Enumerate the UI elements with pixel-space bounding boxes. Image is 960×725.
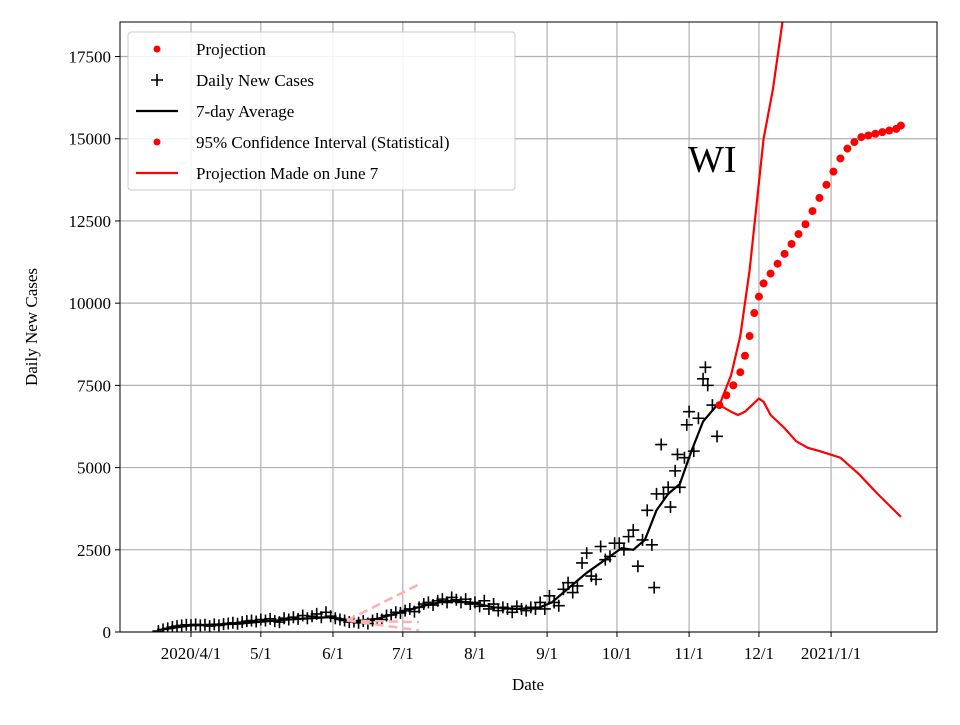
daily-case-point (543, 589, 556, 602)
confidence-interval-line (718, 397, 902, 518)
projection-june7-dashed-line (346, 619, 420, 632)
projection-point (736, 368, 745, 377)
x-tick-label: 2020/4/1 (161, 644, 221, 663)
projection-point (822, 180, 831, 189)
projection-point (745, 332, 754, 341)
projection-point (836, 154, 845, 163)
x-tick-label: 11/1 (674, 644, 704, 663)
projection-point (843, 144, 852, 153)
projection-point (759, 279, 768, 288)
legend-dot-icon (153, 45, 161, 53)
projection-point (815, 193, 824, 202)
daily-case-point (664, 501, 677, 514)
daily-case-point (648, 581, 661, 594)
daily-case-point (701, 379, 714, 392)
daily-case-point (580, 547, 593, 560)
daily-case-point (662, 481, 675, 494)
daily-case-point (645, 538, 658, 551)
y-tick-label: 2500 (77, 541, 111, 560)
daily-case-point (692, 412, 705, 425)
legend-box (127, 31, 516, 191)
projection-point (740, 351, 749, 360)
projection-point (850, 138, 859, 147)
daily-case-point (683, 405, 696, 418)
daily-case-point (680, 418, 693, 431)
daily-case-point (562, 576, 575, 589)
projection-point (794, 230, 803, 239)
legend-label: Projection (196, 40, 266, 59)
projection-point (829, 167, 838, 176)
legend: Projection Daily New Cases 7-day Average 95… (127, 31, 516, 191)
daily-case-point (631, 560, 644, 573)
projection-point (773, 259, 782, 268)
daily-case-point (590, 573, 603, 586)
projection-point (864, 131, 873, 140)
x-tick-label: 12/1 (744, 644, 774, 663)
projection-point (857, 133, 866, 142)
legend-label: Projection Made on June 7 (196, 164, 379, 183)
daily-case-point (697, 372, 710, 385)
daily-case-point (669, 464, 682, 477)
legend-dot-icon (153, 138, 161, 146)
x-tick-label: 5/1 (250, 644, 272, 663)
legend-plus-icon (151, 74, 163, 86)
axis-ticks: 2020/4/1 5/1 6/1 7/1 8/1 9/1 10/1 11/1 12/1 2021/… (69, 48, 862, 663)
projection-june7-dashed-line (346, 619, 420, 624)
projection-point (787, 239, 796, 248)
daily-case-point (622, 530, 635, 543)
daily-case-point (671, 448, 684, 461)
plot-frame (119, 21, 938, 633)
x-tick-label: 9/1 (536, 644, 558, 663)
daily-case-point (613, 537, 626, 550)
daily-case-point (699, 361, 712, 374)
projection-point (871, 129, 880, 138)
projection-point (780, 249, 789, 258)
seven-day-average-line (167, 404, 718, 630)
x-tick-label: 10/1 (602, 644, 632, 663)
projection-point (801, 220, 810, 229)
x-tick-label: 2021/1/1 (801, 644, 861, 663)
legend-label: 95% Confidence Interval (Statistical) (196, 133, 450, 152)
y-tick-label: 7500 (77, 376, 111, 395)
y-tick-label: 17500 (69, 48, 112, 67)
daily-case-point (576, 556, 589, 569)
x-axis-label: Date (512, 675, 544, 694)
plot-marks (152, 22, 905, 632)
projection-point (729, 381, 738, 390)
daily-case-point (641, 504, 654, 517)
x-tick-label: 7/1 (392, 644, 414, 663)
y-tick-label: 12500 (69, 212, 112, 231)
legend-label: 7-day Average (196, 102, 294, 121)
y-tick-label: 15000 (69, 130, 112, 149)
projection-point (885, 126, 894, 135)
legend-label: Daily New Cases (196, 71, 314, 90)
daily-case-point (636, 533, 649, 546)
projection-point (750, 309, 759, 318)
projection-point (766, 269, 775, 278)
annotation-state: WI (688, 139, 737, 181)
daily-case-point (655, 438, 668, 451)
daily-case-point (552, 599, 565, 612)
x-tick-label: 8/1 (464, 644, 486, 663)
daily-case-point (627, 524, 640, 537)
daily-case-point (566, 586, 579, 599)
daily-case-point (711, 430, 724, 443)
confidence-interval-line (718, 22, 784, 406)
y-tick-label: 0 (103, 623, 112, 642)
y-axis-label: Daily New Cases (22, 268, 41, 386)
y-tick-label: 10000 (69, 294, 112, 313)
projection-point (808, 207, 817, 216)
projection-point (754, 292, 763, 301)
x-tick-label: 6/1 (322, 644, 344, 663)
projection-point (896, 121, 905, 130)
projection-point (878, 128, 887, 137)
daily-case-point (594, 540, 607, 553)
y-tick-label: 5000 (77, 459, 111, 478)
